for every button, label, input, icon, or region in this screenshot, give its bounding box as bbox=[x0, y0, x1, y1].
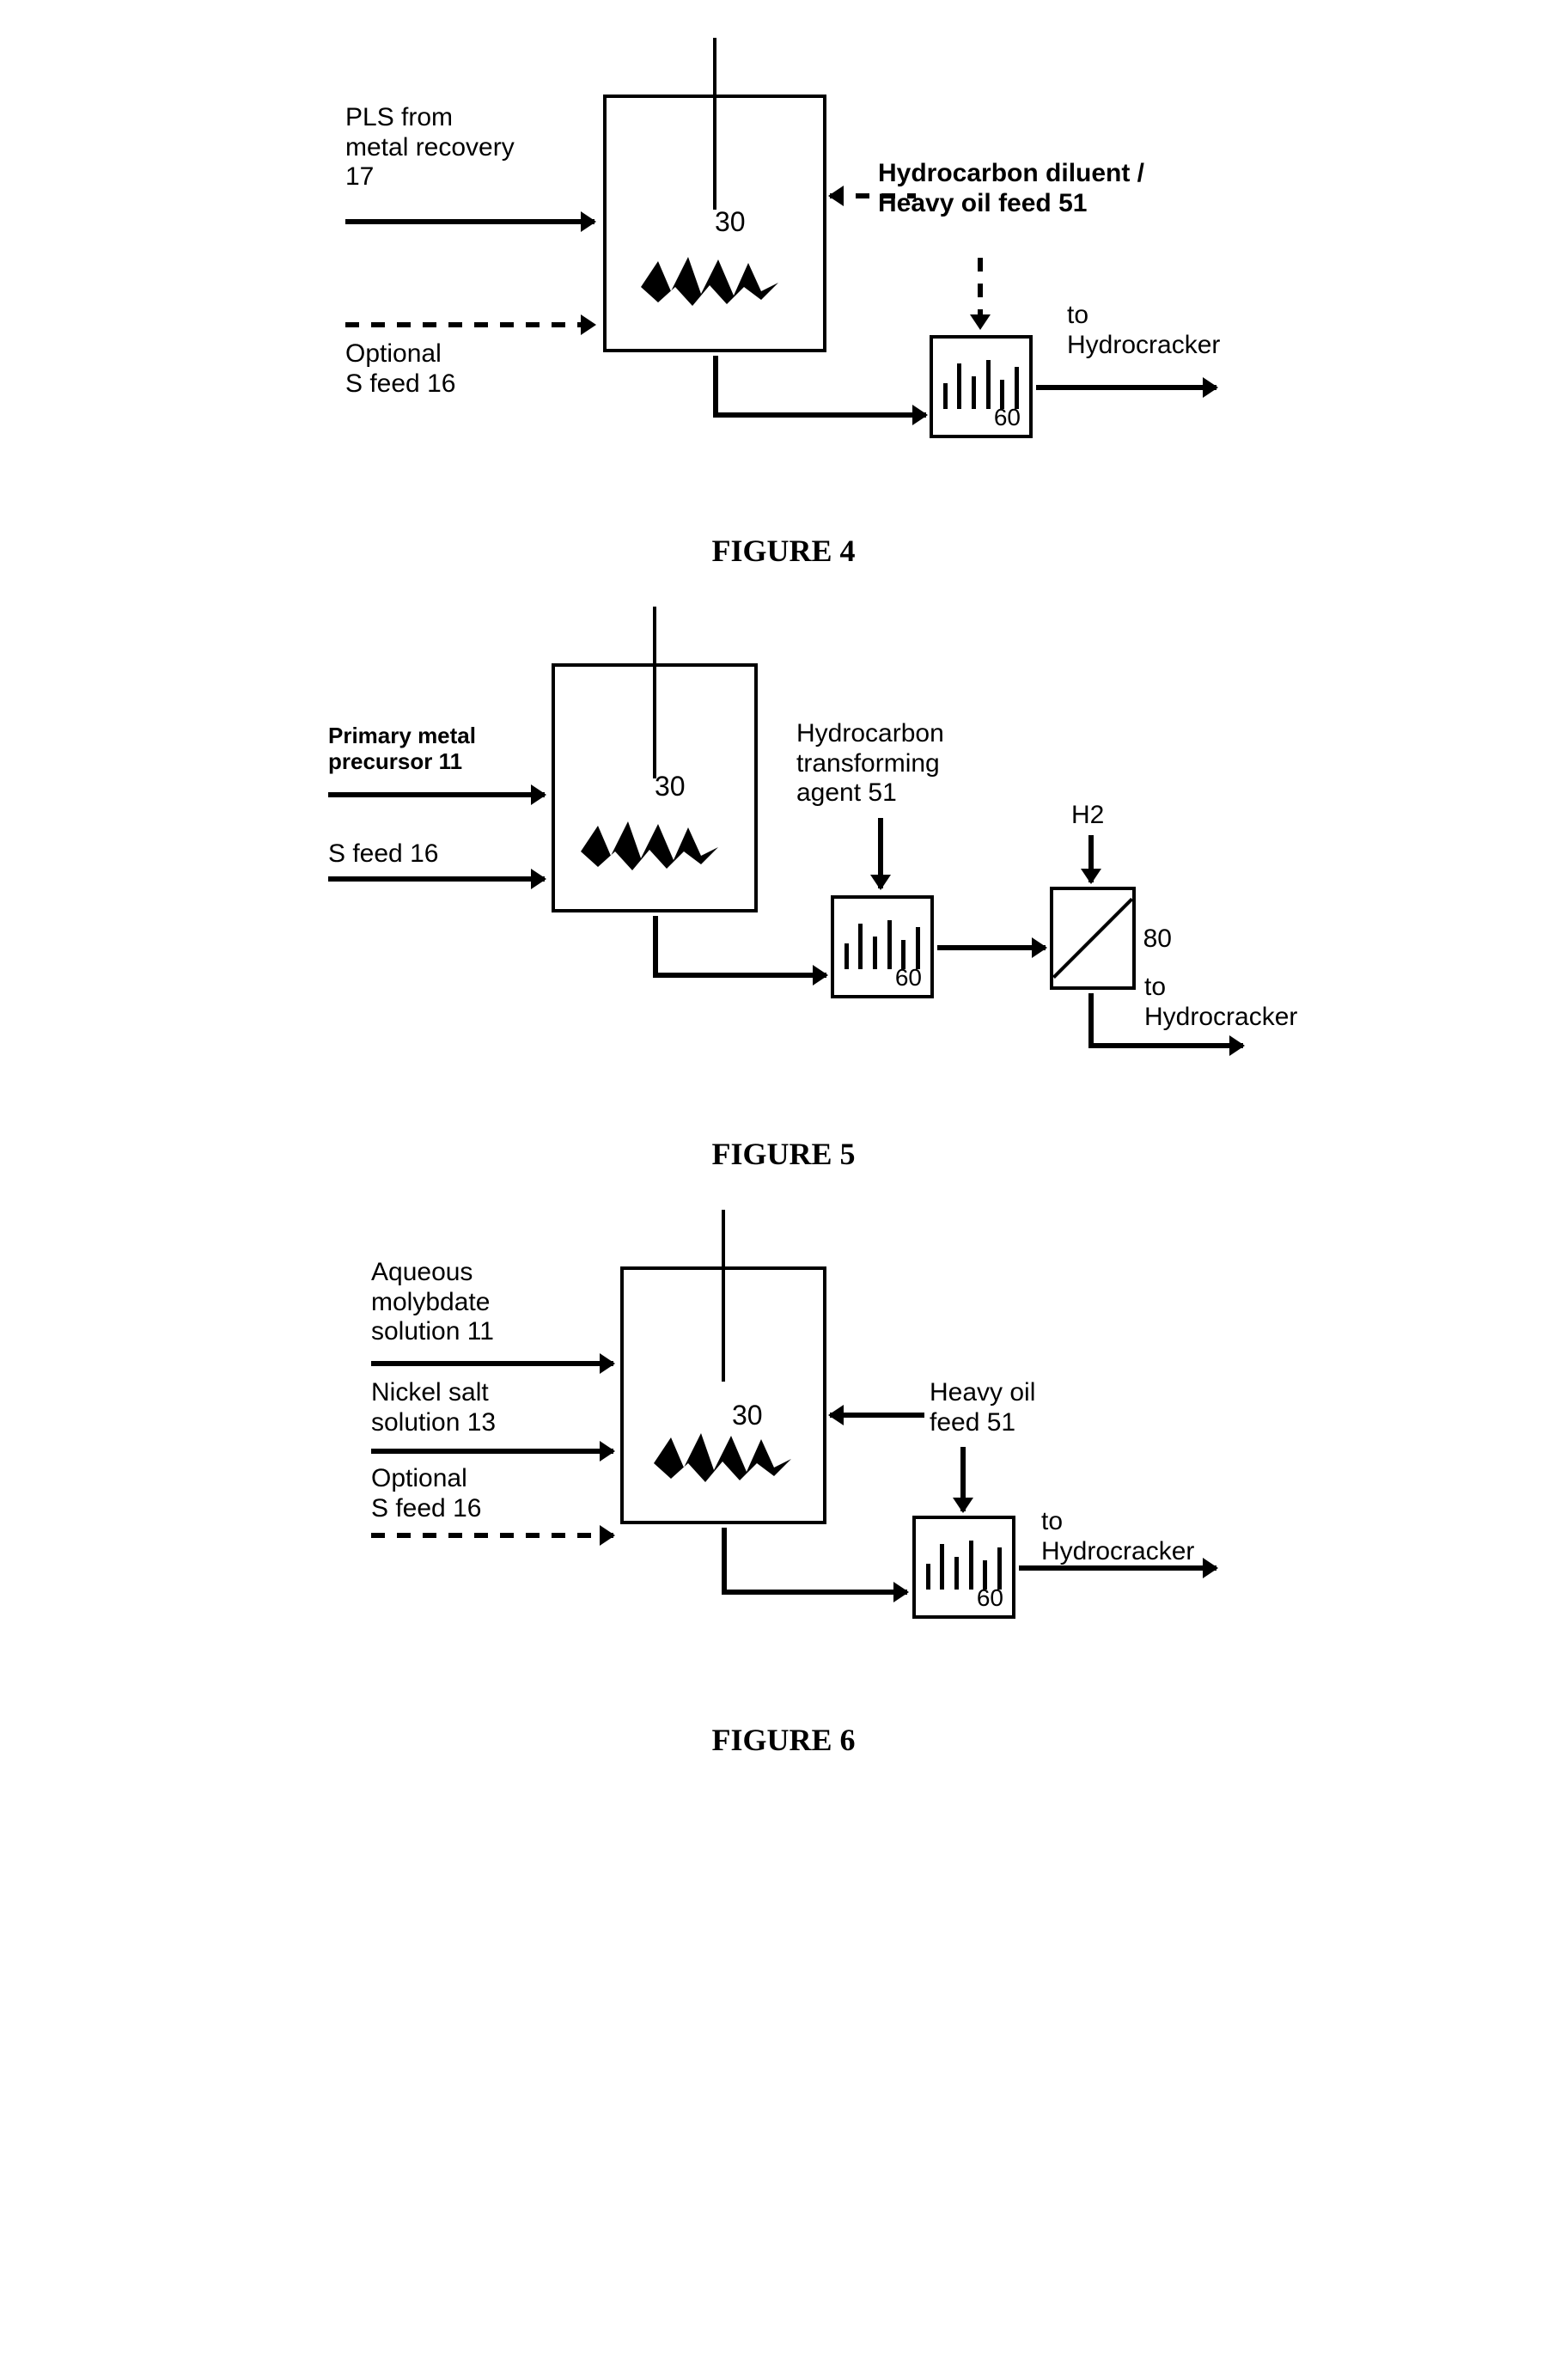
slurry-icon bbox=[632, 253, 787, 313]
sep-label: 80 bbox=[1143, 925, 1172, 954]
figure-6: 30 Aqueous molybdate solution 11 Nickel … bbox=[311, 1206, 1256, 1758]
figure-6-caption: FIGURE 6 bbox=[311, 1722, 1256, 1758]
tank-label: 30 bbox=[732, 1400, 763, 1431]
separator-unit: 80 bbox=[1050, 887, 1136, 990]
pipe-h1 bbox=[653, 973, 818, 978]
mixer-unit: 60 bbox=[831, 895, 934, 998]
arrow-diluent-to-mixer bbox=[978, 258, 983, 328]
figure-5: 30 Primary metal precursor 11 S feed 16 … bbox=[311, 603, 1256, 1172]
arrow-heavy-in bbox=[830, 1413, 924, 1418]
arrow-diluent-in bbox=[830, 193, 916, 198]
pipe-out-v bbox=[1088, 993, 1094, 1045]
figure-4: 30 PLS from metal recovery 17 Optional S… bbox=[311, 34, 1256, 569]
mixer-label: 60 bbox=[895, 964, 922, 992]
pipe-tank-to-mixer-h bbox=[713, 412, 926, 418]
figure-5-caption: FIGURE 5 bbox=[311, 1136, 1256, 1172]
tank-label: 30 bbox=[715, 206, 746, 238]
arrow-sfeed-in bbox=[371, 1533, 613, 1538]
arrow-mixer-to-sep bbox=[937, 945, 1046, 950]
label-heavy: Heavy oil feed 51 bbox=[930, 1378, 1035, 1437]
label-h2: H2 bbox=[1071, 801, 1104, 831]
label-molyb: Aqueous molybdate solution 11 bbox=[371, 1258, 494, 1347]
pipe-h bbox=[722, 1590, 899, 1595]
arrow-molyb-in bbox=[371, 1361, 613, 1366]
tank-label: 30 bbox=[655, 771, 686, 802]
pipe-v1 bbox=[653, 916, 658, 974]
arrow-pls-in bbox=[345, 219, 594, 224]
slurry-icon bbox=[572, 817, 727, 877]
figure-6-diagram: 30 Aqueous molybdate solution 11 Nickel … bbox=[311, 1206, 1256, 1705]
label-primary: Primary metal precursor 11 bbox=[328, 723, 476, 775]
label-sfeed: Optional S feed 16 bbox=[371, 1464, 481, 1523]
label-transform: Hydrocarbon transforming agent 51 bbox=[796, 719, 944, 809]
label-sfeed: Optional S feed 16 bbox=[345, 339, 455, 399]
arrow-into-mixer bbox=[809, 973, 826, 978]
arrow-into-mixer bbox=[912, 412, 926, 418]
arrow-out bbox=[1036, 385, 1216, 390]
mixer-unit: 60 bbox=[930, 335, 1033, 438]
mixer-unit: 60 bbox=[912, 1516, 1015, 1619]
arrow-into-mixer bbox=[890, 1590, 907, 1595]
arrow-out bbox=[1088, 1043, 1243, 1048]
label-out: to Hydrocracker bbox=[1144, 973, 1297, 1032]
reactor-tank bbox=[620, 1266, 826, 1524]
label-diluent: Hydrocarbon diluent / Heavy oil feed 51 bbox=[878, 159, 1144, 218]
arrow-agent-to-mixer bbox=[878, 818, 883, 888]
arrow-nickel-in bbox=[371, 1449, 613, 1454]
label-nickel: Nickel salt solution 13 bbox=[371, 1378, 496, 1437]
figure-4-diagram: 30 PLS from metal recovery 17 Optional S… bbox=[311, 34, 1256, 516]
arrow-primary-in bbox=[328, 792, 545, 797]
pipe-v bbox=[722, 1528, 727, 1591]
figure-5-diagram: 30 Primary metal precursor 11 S feed 16 … bbox=[311, 603, 1256, 1119]
pipe-tank-to-mixer-v bbox=[713, 356, 718, 418]
slurry-icon bbox=[645, 1429, 800, 1489]
arrow-heavy-to-mixer bbox=[960, 1447, 966, 1511]
arrow-sfeed-in bbox=[328, 876, 545, 882]
mixer-label: 60 bbox=[994, 404, 1021, 431]
figure-4-caption: FIGURE 4 bbox=[311, 533, 1256, 569]
label-pls: PLS from metal recovery 17 bbox=[345, 103, 515, 192]
label-out: to Hydrocracker bbox=[1067, 301, 1220, 360]
arrow-h2-in bbox=[1088, 835, 1094, 882]
label-sfeed: S feed 16 bbox=[328, 839, 438, 870]
label-out: to Hydrocracker bbox=[1041, 1507, 1194, 1566]
arrow-out bbox=[1019, 1565, 1216, 1571]
arrow-sfeed-in bbox=[345, 322, 594, 327]
mixer-label: 60 bbox=[977, 1584, 1003, 1612]
